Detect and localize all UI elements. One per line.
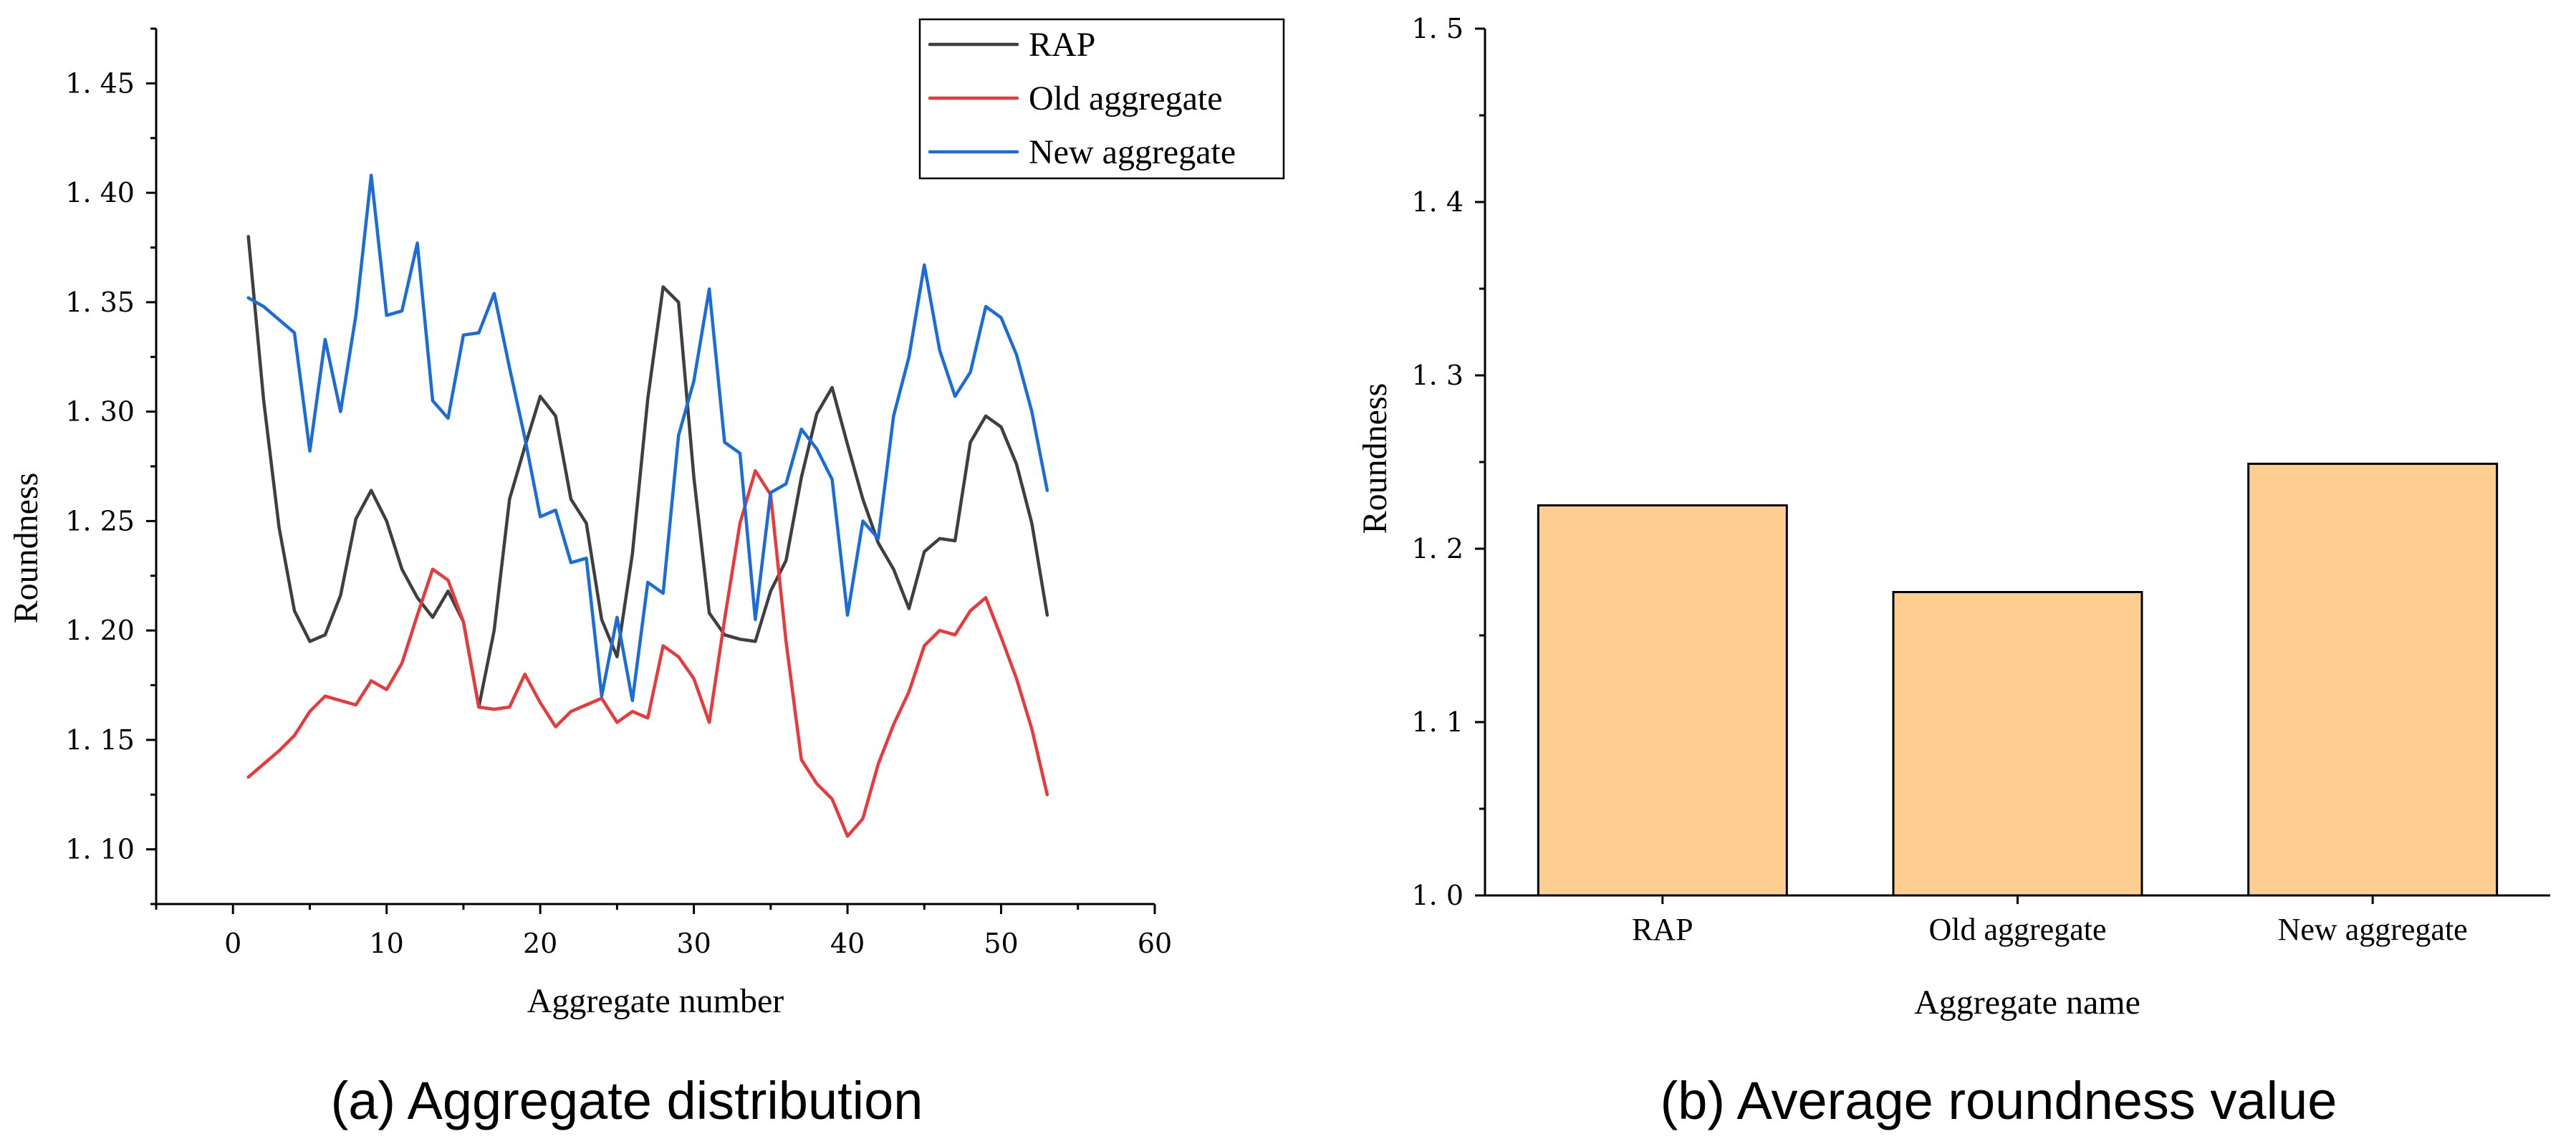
legend-label-old-aggregate: Old aggregate <box>1029 80 1223 117</box>
y-axis-ticks: 1. 0 1. 1 1. 2 1. 3 1. 4 1. 5 <box>1411 13 1485 911</box>
y-tick-label: 1. 3 <box>1411 360 1464 391</box>
y-tick-label: 1. 30 <box>65 396 135 428</box>
series-group <box>246 173 1049 838</box>
legend-item-old-aggregate: Old aggregate <box>928 80 1223 117</box>
series-line-old-aggregate <box>246 468 1049 838</box>
y-axis-ticks: 1. 10 1. 15 1. 20 1. 25 1. 30 1. 35 1. 40 1. 45 <box>65 27 156 905</box>
x-axis-ticks: 0 10 20 30 40 50 60 <box>155 904 1172 959</box>
y-tick-label: 1. 0 <box>1411 880 1464 911</box>
bar-new-aggregate <box>2247 462 2499 897</box>
legend-label-rap: RAP <box>1029 26 1095 64</box>
y-tick-label: 1. 25 <box>65 505 135 537</box>
legend-item-rap: RAP <box>928 26 1095 64</box>
caption-b: (b) Average roundness value <box>1661 1071 2337 1130</box>
y-tick-label: 1. 10 <box>65 834 135 865</box>
series-line-rap <box>246 234 1049 709</box>
x-tick-label-old-aggregate: Old aggregate <box>1929 912 2107 947</box>
x-tick-label: 0 <box>224 928 241 959</box>
x-tick-label: 60 <box>1138 928 1172 959</box>
y-tick-label: 1. 1 <box>1411 706 1464 738</box>
x-tick-label: 30 <box>676 928 711 959</box>
x-axis-title: Aggregate number <box>527 982 784 1020</box>
x-tick-label: 50 <box>984 928 1018 959</box>
legend: RAP Old aggregate New aggregate <box>918 18 1285 180</box>
legend-item-new-aggregate: New aggregate <box>928 133 1236 171</box>
bar-old-aggregate <box>1892 591 2143 897</box>
y-tick-label: 1. 4 <box>1411 186 1464 218</box>
y-axis-title: Roundness <box>7 473 45 624</box>
caption-a: (a) Aggregate distribution <box>331 1071 923 1130</box>
y-tick-label: 1. 20 <box>65 615 135 646</box>
bar-chart-panel: 1. 0 1. 1 1. 2 1. 3 1. 4 1. 5 RAP Old aggregat… <box>1356 13 2550 1130</box>
y-tick-label: 1. 35 <box>65 287 135 318</box>
y-tick-label: 1. 15 <box>65 724 135 756</box>
y-tick-label: 1. 2 <box>1411 533 1464 564</box>
y-tick-label: 1. 45 <box>65 67 135 99</box>
x-tick-label: 20 <box>523 928 557 959</box>
line-chart-panel: 1. 10 1. 15 1. 20 1. 25 1. 30 1. 35 1. 40 1. 45… <box>7 18 1285 1130</box>
legend-label-new-aggregate: New aggregate <box>1029 133 1236 171</box>
y-tick-label: 1. 40 <box>65 177 135 208</box>
bar-rap <box>1537 504 1788 897</box>
x-axis-title: Aggregate name <box>1914 984 2140 1022</box>
x-tick-label: 10 <box>370 928 404 959</box>
y-axis-title: Roundness <box>1356 383 1394 534</box>
x-axis-category-labels: RAP Old aggregate New aggregate <box>1632 895 2468 947</box>
bars-group <box>1537 462 2499 897</box>
y-tick-label: 1. 5 <box>1411 13 1464 44</box>
x-tick-label: 40 <box>830 928 865 959</box>
series-line-new-aggregate <box>246 173 1049 703</box>
x-tick-label-new-aggregate: New aggregate <box>2278 912 2468 947</box>
x-tick-label-rap: RAP <box>1632 912 1693 947</box>
